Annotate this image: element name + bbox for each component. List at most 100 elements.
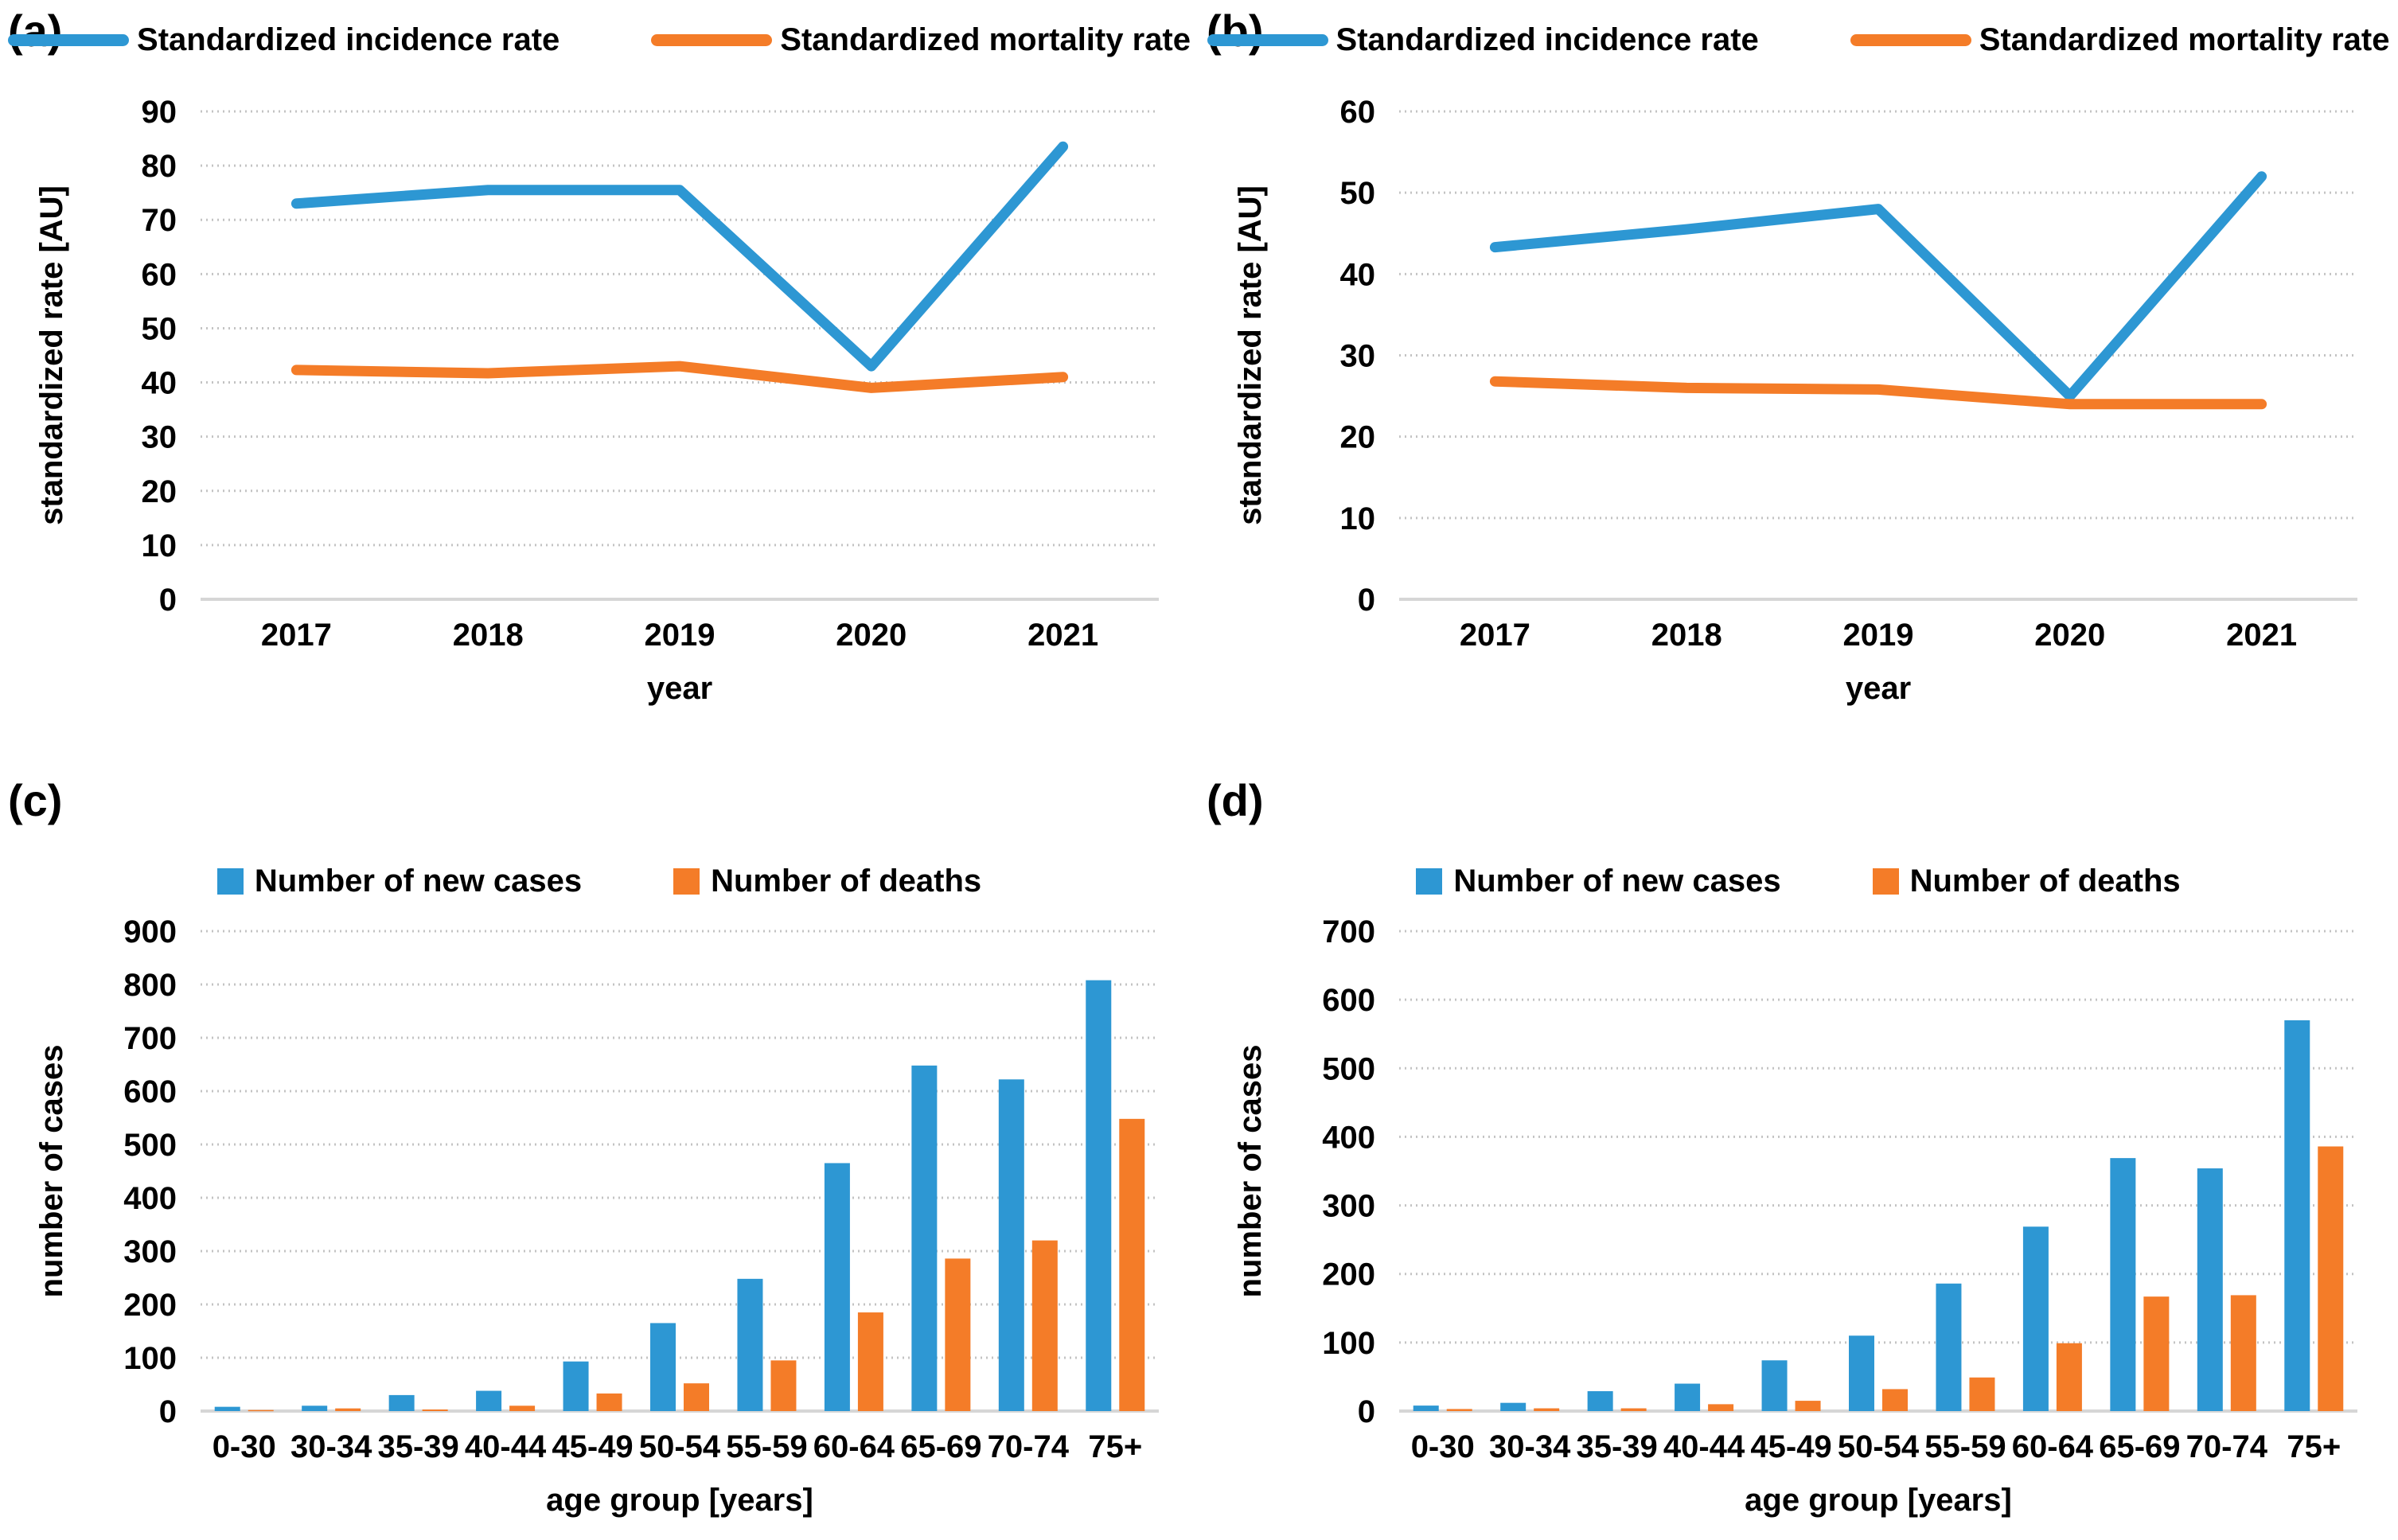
- x-tick-0-30: 0-30: [1411, 1429, 1475, 1464]
- bar-series0-0-30: [214, 1406, 240, 1411]
- legend-label-1: Standardized mortality rate: [1979, 22, 2390, 57]
- y-tick-60: 60: [1340, 95, 1376, 130]
- bar-series1-35-39: [1620, 1408, 1647, 1411]
- bar-series0-65-69: [911, 1065, 938, 1411]
- legend-label-0: Standardized incidence rate: [137, 22, 560, 57]
- y-axis-title: number of cases: [34, 1045, 69, 1298]
- bar-series0-40-44: [1675, 1383, 1701, 1411]
- x-tick-40-44: 40-44: [1663, 1429, 1745, 1464]
- x-tick-40-44: 40-44: [465, 1429, 547, 1464]
- x-tick-65-69: 65-69: [900, 1429, 981, 1464]
- y-tick-700: 700: [1322, 914, 1375, 949]
- y-tick-700: 700: [123, 1021, 177, 1056]
- bar-series1-60-64: [2056, 1343, 2082, 1411]
- legend-square-marker-1: [1872, 868, 1899, 895]
- bar-series0-65-69: [2110, 1158, 2136, 1411]
- bar-series1-45-49: [1795, 1401, 1821, 1411]
- y-tick-50: 50: [142, 311, 177, 346]
- y-tick-200: 200: [1322, 1257, 1375, 1292]
- bar-series1-0-30: [248, 1409, 274, 1412]
- bar-series1-55-59: [770, 1360, 797, 1411]
- x-tick-70-74: 70-74: [2186, 1429, 2268, 1464]
- y-tick-10: 10: [1340, 501, 1376, 536]
- bar-series0-60-64: [824, 1163, 850, 1411]
- y-tick-400: 400: [1322, 1120, 1375, 1155]
- panel-c-chart: 0 100 200 300 400 500 600 700 800 900 0-30 30-34 35-…: [34, 914, 1159, 1518]
- y-axis-title: number of cases: [1233, 1045, 1268, 1298]
- x-tick-2020: 2020: [836, 618, 907, 653]
- bar-series1-45-49: [596, 1393, 622, 1411]
- bar-series0-30-34: [302, 1405, 328, 1411]
- y-tick-20: 20: [142, 474, 177, 509]
- legend-item-0: Number of new cases: [1416, 864, 1781, 899]
- y-tick-50: 50: [1340, 176, 1376, 211]
- bar-series0-30-34: [1500, 1402, 1527, 1411]
- y-tick-0: 0: [1358, 1394, 1375, 1429]
- legend-line-marker-0: [8, 34, 130, 46]
- y-tick-900: 900: [123, 914, 177, 949]
- y-axis-title: standardized rate [AU]: [1233, 185, 1268, 525]
- bar-series0-70-74: [2197, 1168, 2223, 1411]
- x-tick-2019: 2019: [645, 618, 716, 653]
- panel-a-legend: Standardized incidence rate Standardized …: [0, 22, 1199, 58]
- y-tick-600: 600: [1322, 983, 1375, 1018]
- y-tick-80: 80: [142, 149, 177, 184]
- bar-series1-70-74: [2230, 1295, 2256, 1411]
- bar-series0-55-59: [1936, 1283, 1962, 1411]
- bar-series1-50-54: [1882, 1389, 1908, 1411]
- bar-series0-50-54: [1849, 1335, 1874, 1411]
- x-tick-35-39: 35-39: [377, 1429, 458, 1464]
- y-tick-0: 0: [159, 583, 177, 618]
- x-tick-0-30: 0-30: [213, 1429, 276, 1464]
- y-tick-40: 40: [1340, 257, 1376, 292]
- legend-item-1: Standardized mortality rate: [1850, 22, 2390, 58]
- bar-series1-75+: [2318, 1146, 2344, 1411]
- bar-series0-35-39: [388, 1394, 415, 1411]
- y-tick-0: 0: [1358, 583, 1375, 618]
- bar-series1-55-59: [1969, 1377, 1995, 1411]
- y-tick-200: 200: [123, 1288, 177, 1323]
- x-tick-50-54: 50-54: [1838, 1429, 1920, 1464]
- x-tick-2017: 2017: [261, 618, 332, 653]
- legend-item-1: Number of deaths: [673, 864, 981, 899]
- legend-item-1: Number of deaths: [1872, 864, 2181, 899]
- x-tick-2020: 2020: [2034, 618, 2105, 653]
- x-tick-2021: 2021: [2226, 618, 2297, 653]
- legend-square-marker-1: [673, 868, 700, 895]
- x-tick-65-69: 65-69: [2099, 1429, 2180, 1464]
- x-tick-60-64: 60-64: [813, 1429, 895, 1464]
- x-tick-45-49: 45-49: [1750, 1429, 1831, 1464]
- bar-series0-50-54: [650, 1323, 676, 1411]
- legend-square-marker-0: [1416, 868, 1443, 895]
- legend-label-0: Number of new cases: [254, 864, 583, 899]
- bar-series1-70-74: [1031, 1240, 1058, 1411]
- x-tick-30-34: 30-34: [290, 1429, 372, 1464]
- bar-series1-30-34: [335, 1408, 361, 1411]
- bar-series0-0-30: [1413, 1405, 1439, 1411]
- y-tick-500: 500: [123, 1128, 177, 1163]
- bar-series0-40-44: [476, 1390, 502, 1411]
- bar-series0-75+: [1086, 980, 1112, 1411]
- panel-d-label: (d): [1207, 775, 1264, 825]
- bar-series1-60-64: [857, 1312, 883, 1411]
- panel-a-chart: 0 10 20 30 40 50 60 70 80 90 2017 2018 2019 2020 2021 y…: [34, 95, 1159, 706]
- x-tick-70-74: 70-74: [988, 1429, 1070, 1464]
- legend-line-marker-1: [1850, 34, 1971, 46]
- x-tick-30-34: 30-34: [1489, 1429, 1571, 1464]
- bar-series0-45-49: [1761, 1360, 1788, 1411]
- y-tick-800: 800: [123, 968, 177, 1003]
- bar-series0-55-59: [737, 1278, 763, 1411]
- bar-series0-75+: [2284, 1020, 2310, 1411]
- x-tick-60-64: 60-64: [2012, 1429, 2094, 1464]
- y-tick-100: 100: [123, 1341, 177, 1376]
- legend-label-0: Standardized incidence rate: [1335, 22, 1759, 57]
- line-series-1: [290, 361, 1069, 393]
- y-tick-60: 60: [142, 257, 177, 292]
- legend-line-marker-0: [1207, 34, 1328, 46]
- legend-label-1: Number of deaths: [711, 864, 982, 899]
- panel-a-label: (a): [8, 6, 63, 56]
- panel-b: (b) Standardized incidence rate Standardi…: [1199, 0, 2398, 770]
- x-tick-75+: 75+: [1088, 1429, 1142, 1464]
- bar-series1-50-54: [684, 1383, 709, 1411]
- legend-label-1: Standardized mortality rate: [780, 22, 1191, 57]
